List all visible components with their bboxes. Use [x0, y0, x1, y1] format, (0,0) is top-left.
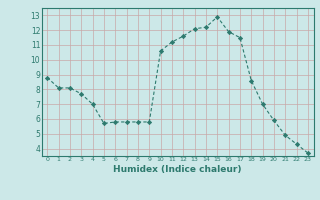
X-axis label: Humidex (Indice chaleur): Humidex (Indice chaleur) [113, 165, 242, 174]
